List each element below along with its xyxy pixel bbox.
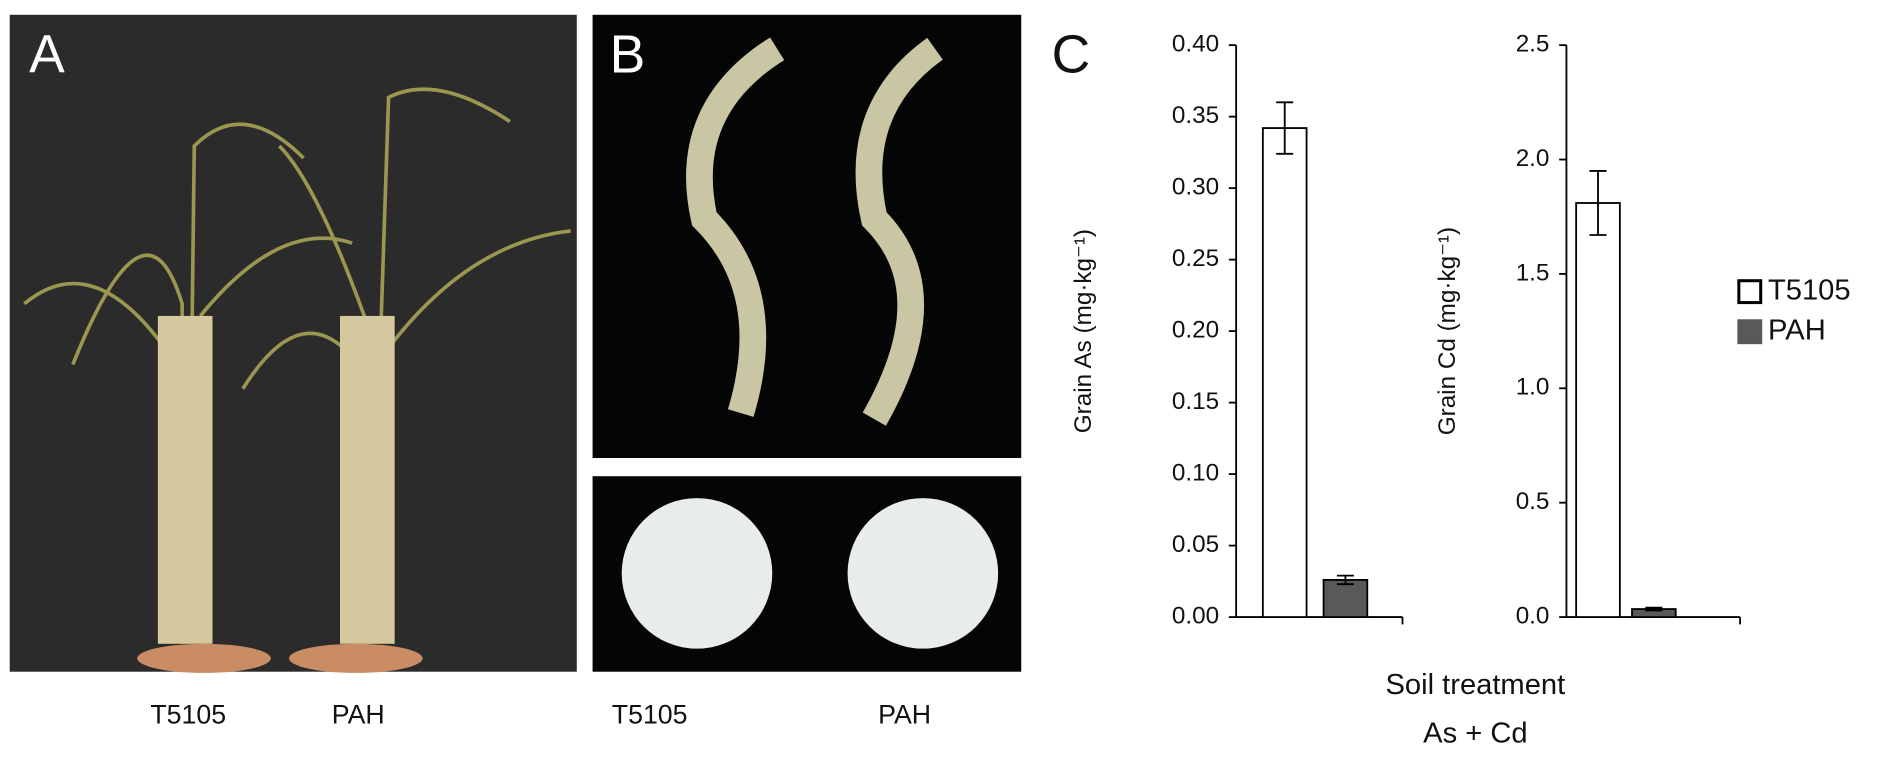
y-tick-label: 0.10	[1172, 459, 1219, 486]
y-tick-label: 1.5	[1516, 259, 1550, 286]
bar	[1261, 127, 1308, 618]
photo-b	[592, 14, 1022, 672]
photo-a	[9, 14, 577, 673]
error-bar	[1336, 574, 1354, 586]
legend-swatch	[1737, 279, 1763, 305]
legend-label: PAH	[1768, 314, 1826, 346]
y-tick-label: 0.0	[1516, 602, 1550, 629]
error-bar	[1276, 101, 1294, 155]
y-tick-label: 0.40	[1172, 31, 1219, 58]
photo-caption: T5105	[612, 700, 688, 730]
panel-label: C	[1052, 26, 1091, 85]
photo-caption: T5105	[150, 700, 226, 730]
y-tick-label: 0.30	[1172, 174, 1219, 201]
photo-caption: PAH	[878, 700, 931, 730]
error-bar	[1589, 170, 1607, 236]
y-tick-label: 0.05	[1172, 531, 1219, 558]
y-tick-label: 0.5	[1516, 488, 1550, 515]
y-tick-label: 0.35	[1172, 102, 1219, 129]
photo-caption: PAH	[332, 700, 385, 730]
y-tick-label: 2.5	[1516, 31, 1550, 58]
panel-label: B	[610, 26, 646, 85]
y-tick-label: 0.15	[1172, 388, 1219, 415]
y-tick-label: 0.25	[1172, 245, 1219, 272]
y-axis-title: Grain As (mg·kg⁻¹)	[1070, 229, 1097, 433]
y-axis-title: Grain Cd (mg·kg⁻¹)	[1434, 227, 1461, 435]
y-tick-label: 1.0	[1516, 374, 1550, 401]
error-bar	[1645, 606, 1663, 612]
y-tick-label: 0.00	[1172, 602, 1219, 629]
y-tick-label: 0.20	[1172, 317, 1219, 344]
bar	[1575, 202, 1621, 618]
x-axis-title: As + Cd	[1423, 718, 1527, 750]
y-tick-label: 2.0	[1516, 145, 1550, 172]
legend-label: T5105	[1768, 274, 1851, 306]
x-axis-title: Soil treatment	[1386, 669, 1566, 701]
panel-label: A	[29, 26, 65, 85]
legend-swatch	[1737, 319, 1763, 345]
bar	[1322, 578, 1369, 618]
